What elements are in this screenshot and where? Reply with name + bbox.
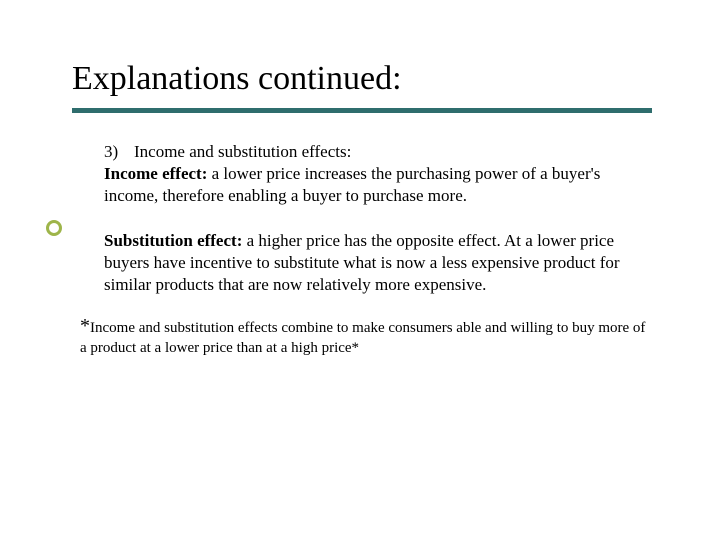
list-number: 3) [104,141,134,163]
footnote-text: Income and substitution effects combine … [80,320,645,356]
body-text: 3)Income and substitution effects: Incom… [0,113,720,296]
slide-title: Explanations continued: [72,60,660,98]
slide: Explanations continued: 3)Income and sub… [0,0,720,540]
substitution-effect-label: Substitution effect: [104,231,242,250]
title-region: Explanations continued: [0,0,720,113]
income-effect-label: Income effect: [104,164,207,183]
footnote: *Income and substitution effects combine… [0,314,720,358]
bullet-ring-icon [46,220,62,236]
item-heading: Income and substitution effects: [134,142,351,161]
substitution-paragraph: Substitution effect: a higher price has … [104,230,652,295]
footnote-star-icon: * [80,315,90,337]
list-item-3: 3)Income and substitution effects: Incom… [104,141,652,206]
